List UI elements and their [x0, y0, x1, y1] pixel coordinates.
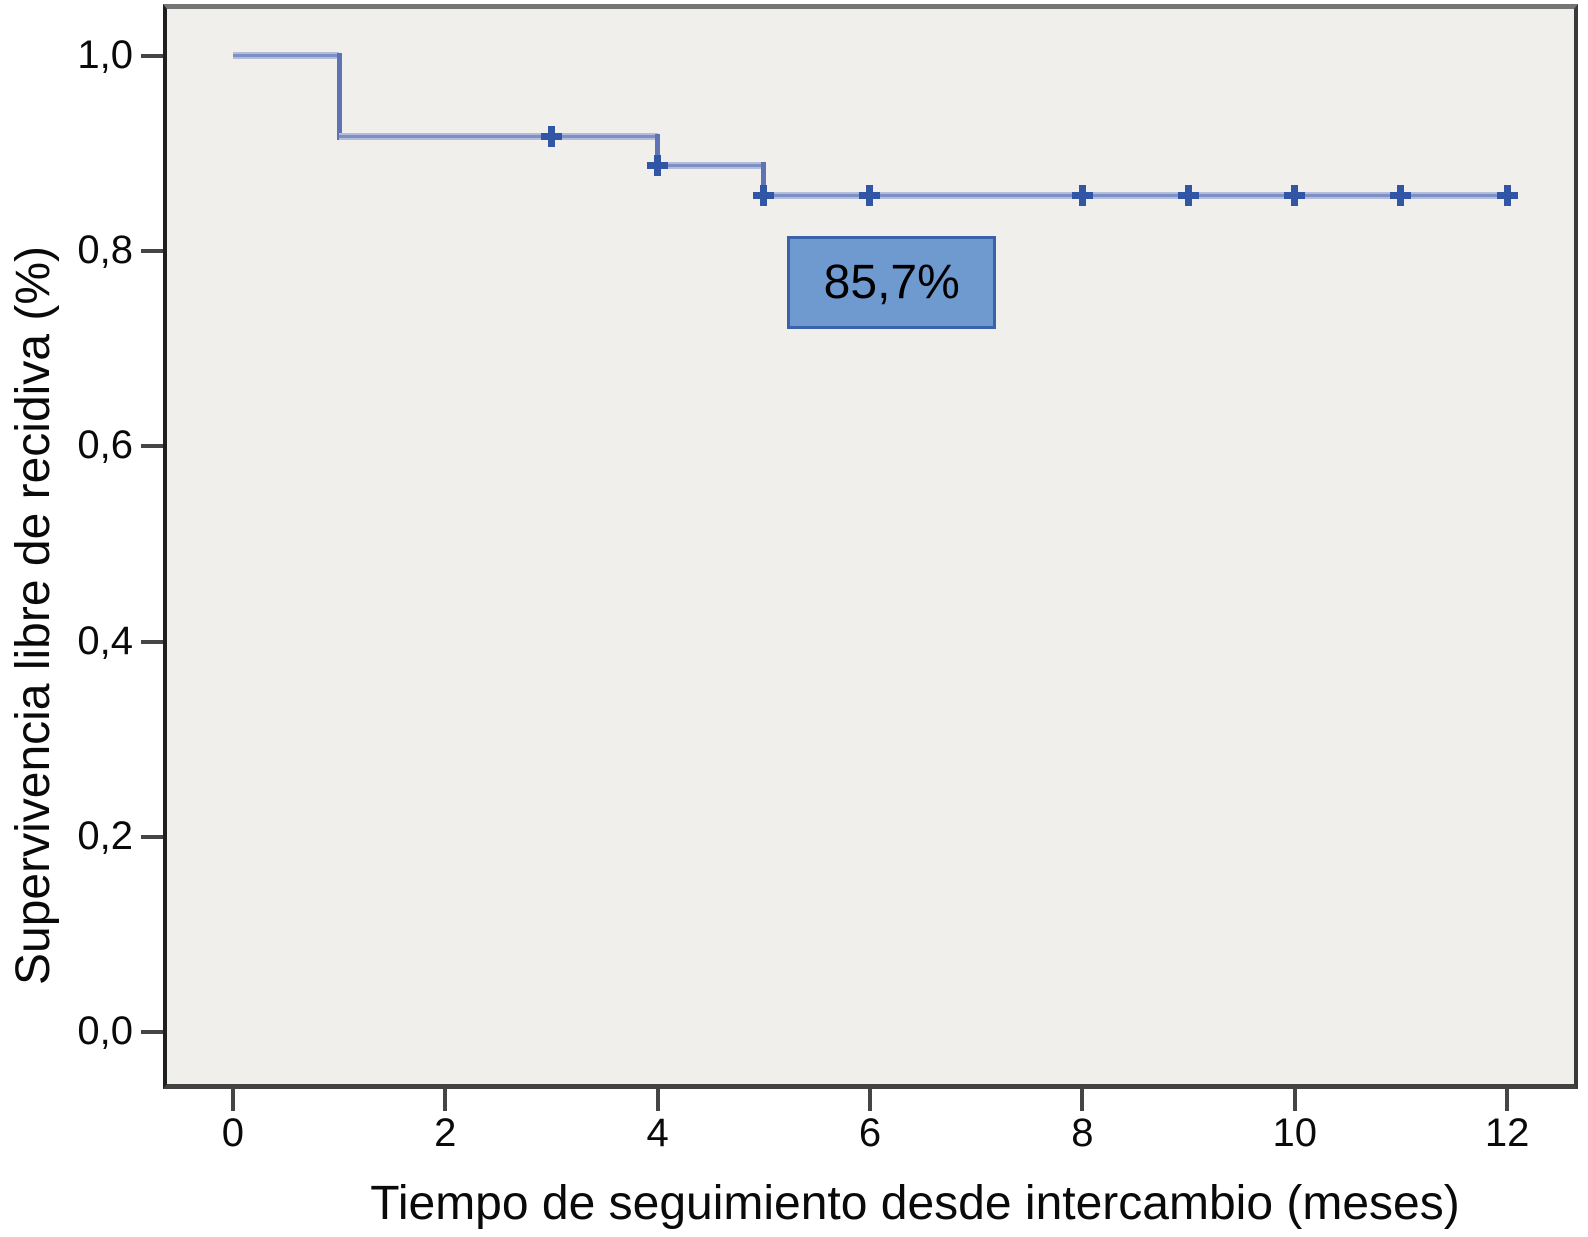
- curve-step-drop: [655, 133, 661, 169]
- y-axis-tick: [141, 639, 163, 644]
- y-tick-label: 0,8: [77, 228, 133, 273]
- y-tick-label: 0,4: [77, 618, 133, 663]
- plot-area: [163, 4, 1578, 1089]
- curve-step-drop: [336, 52, 342, 140]
- y-tick-label: 1,0: [77, 32, 133, 77]
- curve-segment: [339, 133, 658, 141]
- x-axis-tick: [443, 1089, 448, 1111]
- censor-mark: [1390, 184, 1412, 206]
- x-axis-tick: [230, 1089, 235, 1111]
- curve-segment-core: [657, 163, 764, 167]
- x-tick-label: 4: [646, 1111, 669, 1155]
- y-axis-tick: [141, 444, 163, 449]
- x-tick-label: 10: [1272, 1111, 1317, 1155]
- curve-segment: [657, 161, 764, 169]
- x-axis-tick: [867, 1089, 872, 1111]
- censor-mark: [1284, 184, 1306, 206]
- y-tick-label: 0,2: [77, 813, 133, 858]
- annotation-box: 85,7%: [787, 236, 997, 330]
- curve-segment: [232, 52, 340, 60]
- censor-mark: [859, 184, 881, 206]
- x-axis-title: Tiempo de seguimiento desde intercambio …: [370, 1177, 1460, 1230]
- censor-mark: [647, 154, 669, 176]
- y-tick-label: 0,6: [77, 423, 133, 468]
- y-tick-label: 0,0: [77, 1009, 133, 1054]
- curve-segment-core: [339, 135, 658, 139]
- y-axis-tick: [141, 249, 163, 254]
- censor-mark: [540, 126, 562, 148]
- x-axis-tick: [1505, 1089, 1510, 1111]
- y-axis-tick: [141, 834, 163, 839]
- curve-segment-core: [232, 54, 340, 58]
- y-axis-tick: [141, 53, 163, 58]
- censor-mark: [1496, 184, 1518, 206]
- censor-mark: [753, 184, 775, 206]
- x-tick-label: 12: [1484, 1111, 1530, 1155]
- y-axis-tick: [141, 1030, 163, 1035]
- x-tick-label: 8: [1071, 1111, 1094, 1155]
- annotation-label: 85,7%: [823, 256, 960, 310]
- y-axis-title: Supervivencia libre de recidiva (%): [7, 246, 60, 985]
- curve-segment-core: [763, 193, 1515, 197]
- x-axis-tick: [1080, 1089, 1085, 1111]
- x-tick-label: 0: [221, 1111, 244, 1155]
- curve-segment: [763, 191, 1515, 199]
- censor-mark: [1071, 184, 1093, 206]
- x-tick-label: 2: [434, 1111, 457, 1155]
- censor-mark: [1178, 184, 1200, 206]
- curve-step-drop: [761, 162, 767, 199]
- x-tick-label: 6: [858, 1111, 882, 1155]
- x-axis-tick: [655, 1089, 660, 1111]
- x-axis-tick: [1292, 1089, 1297, 1111]
